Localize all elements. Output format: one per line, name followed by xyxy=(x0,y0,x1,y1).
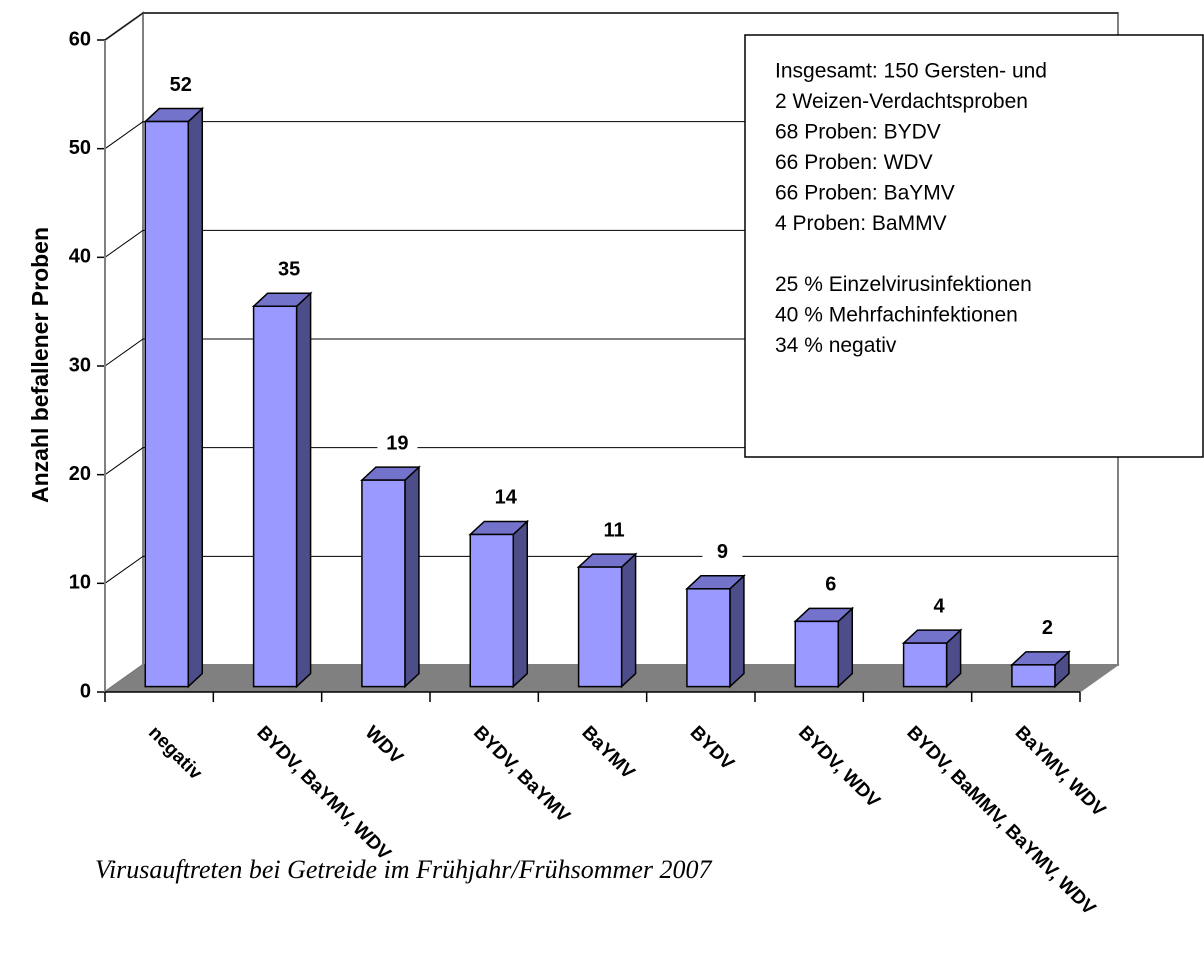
bar-front xyxy=(361,479,406,688)
bar-front xyxy=(252,305,298,688)
value-label: 9 xyxy=(717,541,728,563)
value-label: 35 xyxy=(278,259,300,281)
annotation-line: 66 Proben: BaYMV xyxy=(775,182,955,205)
bar-side xyxy=(512,519,529,689)
annotation-box xyxy=(744,34,1204,458)
y-tick-label: 10 xyxy=(69,572,91,594)
annotation-line: Insgesamt: 150 Gersten- und xyxy=(775,60,1047,83)
annotation-line: 66 Proben: WDV xyxy=(775,151,933,174)
value-label: 14 xyxy=(495,487,518,509)
value-label-bg xyxy=(1027,614,1068,643)
value-label-bg xyxy=(269,256,310,285)
bar-side xyxy=(404,465,420,689)
x-tick-label: negativ xyxy=(144,722,206,784)
annotation-line: 25 % Einzelvirusinfektionen xyxy=(775,273,1032,296)
x-tick-label: WDV xyxy=(361,722,407,768)
value-label: 52 xyxy=(170,74,192,96)
bar xyxy=(360,465,421,689)
value-label-bg xyxy=(160,71,201,100)
bar-front xyxy=(902,642,948,688)
bar xyxy=(251,291,313,689)
bar xyxy=(143,106,205,689)
y-tick-label: 30 xyxy=(69,354,91,376)
bar-front xyxy=(686,588,731,688)
x-tick-label: BaYMV xyxy=(577,722,638,783)
value-label: 19 xyxy=(386,432,408,454)
bar xyxy=(468,519,530,689)
value-label: 4 xyxy=(934,595,946,617)
x-tick-label: BYDV, BaYMV xyxy=(469,722,574,827)
annotation-line: 34 % negativ xyxy=(775,334,897,357)
value-label: 11 xyxy=(604,519,625,541)
bar xyxy=(901,628,963,689)
value-label: 6 xyxy=(825,574,836,596)
x-tick-label: BYDV, BaMMV, BaYMV, WDV xyxy=(902,722,1099,919)
value-label-bg xyxy=(810,571,851,600)
annotation-line: 4 Proben: BaMMV xyxy=(775,212,947,235)
x-tick-label: BaYMV, WDV xyxy=(1011,722,1110,821)
x-tick-label: BYDV xyxy=(686,722,738,774)
value-label-bg xyxy=(702,538,743,567)
value-label-bg xyxy=(485,484,526,513)
bar-front xyxy=(469,533,515,688)
bar-side xyxy=(295,291,312,689)
y-tick-label: 50 xyxy=(69,137,91,159)
y-tick-label: 0 xyxy=(80,680,91,702)
bar-side xyxy=(729,574,745,689)
bar xyxy=(576,552,638,689)
x-tick-label: BYDV, WDV xyxy=(794,722,884,812)
bar xyxy=(1010,650,1071,689)
bar xyxy=(685,574,746,689)
grid-line xyxy=(104,12,1118,41)
y-tick-label: 60 xyxy=(69,28,91,50)
bar-front xyxy=(1011,664,1056,688)
chart-title: Virusauftreten bei Getreide im Frühjahr/… xyxy=(95,855,712,884)
value-label-bg xyxy=(377,430,418,459)
bar-front xyxy=(794,620,840,688)
bar-side xyxy=(187,106,204,689)
value-label-bg xyxy=(594,517,635,546)
value-label: 2 xyxy=(1042,617,1053,639)
bar xyxy=(793,606,855,689)
grid-line xyxy=(104,555,1118,584)
y-tick-label: 20 xyxy=(69,463,91,485)
annotation-line: 40 % Mehrfachinfektionen xyxy=(775,304,1018,327)
value-label-bg xyxy=(919,593,960,622)
annotation-line: 2 Weizen-Verdachtsproben xyxy=(775,90,1028,113)
y-tick-label: 40 xyxy=(69,246,91,268)
y-axis-label: Anzahl befallener Proben xyxy=(27,227,53,503)
bar-front xyxy=(577,566,623,688)
annotation-line: 68 Proben: BYDV xyxy=(775,121,941,144)
bar-front xyxy=(144,120,190,688)
bar-side xyxy=(620,552,637,689)
